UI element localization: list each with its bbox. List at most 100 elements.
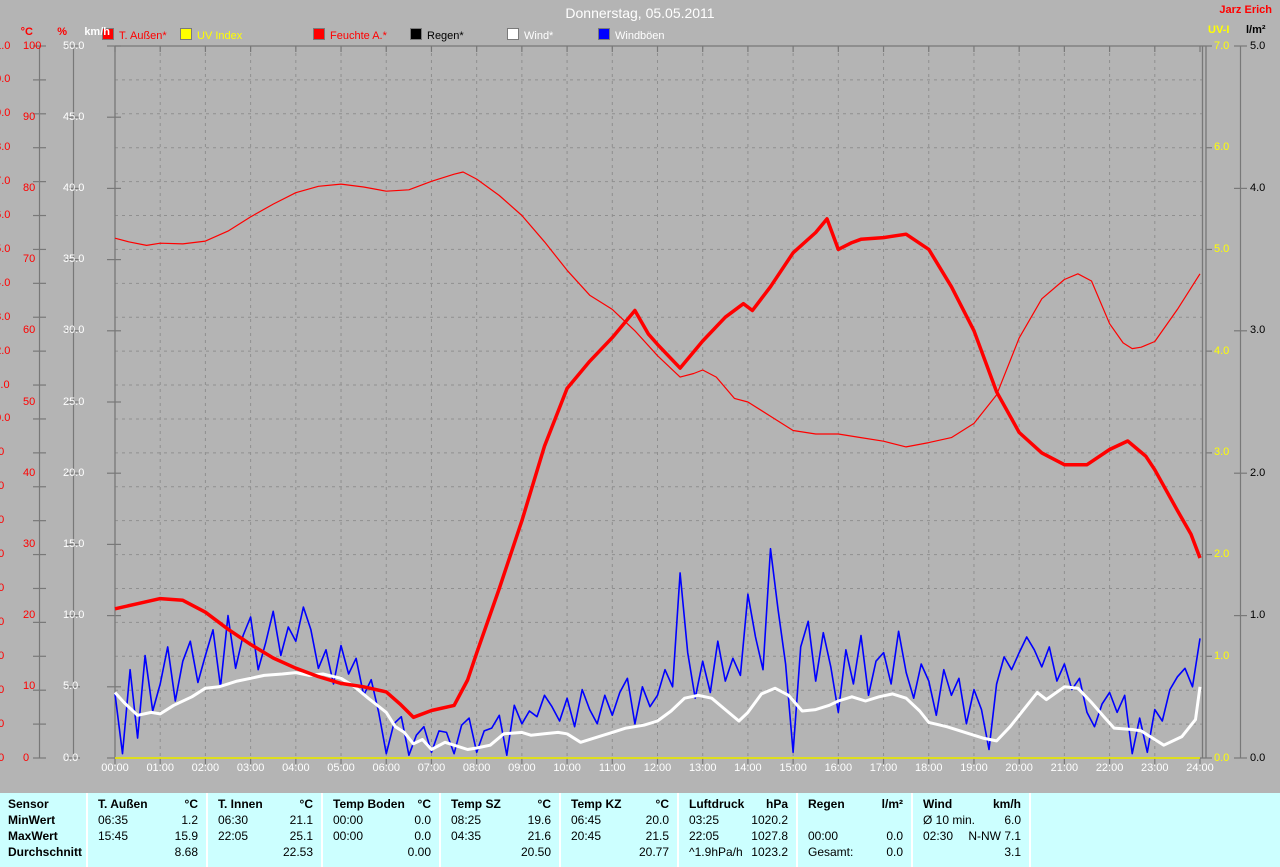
tick-°C: 12.0 [0, 344, 11, 357]
sensor-name: Luftdruck [689, 797, 745, 811]
legend-item: Regen* [410, 28, 464, 42]
summary-group-header: Temp Boden °C [323, 796, 439, 812]
tick-%: 60 [23, 324, 36, 337]
legend-swatch [102, 28, 114, 40]
x-tick-label: 02:00 [191, 762, 220, 774]
cell-time: 06:45 [571, 813, 602, 827]
summary-group-temp-kz: Temp KZ °C 06:45 20.0 20:45 21.5 20.77 [561, 793, 679, 867]
sensor-name: Temp Boden [333, 797, 405, 811]
x-tick-label: 11:00 [598, 762, 626, 774]
table-row: Gesamt: 0.0 [798, 844, 911, 860]
tick-°C: 20.0 [0, 73, 11, 86]
legend-label: Feuchte A.* [330, 30, 387, 42]
sensor-unit: hPa [765, 797, 788, 811]
cell-value: 3.1 [1004, 845, 1021, 859]
tick-UV-I: 6.0 [1214, 141, 1230, 154]
page-title: Donnerstag, 05.05.2011 [565, 5, 715, 21]
tick-km/h: 35.0 [63, 253, 85, 266]
x-tick-label: 14:00 [734, 762, 762, 774]
x-tick-label: 15:00 [779, 762, 807, 774]
table-row: 00:00 0.0 [323, 812, 439, 828]
cell-value: 0.0 [414, 829, 431, 843]
tick-%: 30 [23, 537, 36, 550]
tick-%: 0 [23, 751, 30, 764]
tick-%: 70 [23, 253, 36, 266]
x-tick-label: 23:00 [1141, 762, 1169, 774]
cell-value: 0.0 [886, 845, 903, 859]
table-row: Ø 10 min. 6.0 [913, 812, 1029, 828]
summary-row-labels: Sensor MinWert MaxWert Durchschnitt [0, 793, 88, 867]
table-row: 22:05 1027.8 [679, 828, 796, 844]
tick-°C: 13.0 [0, 310, 11, 323]
legend-swatch [410, 28, 422, 40]
summary-group-header: T. Außen °C [88, 796, 206, 812]
sensor-unit: °C [537, 797, 551, 811]
summary-group-regen: Regen l/m² 00:00 0.0 Gesamt: 0.0 [798, 793, 913, 867]
cell-value: 1020.2 [751, 813, 788, 827]
table-row: 08:25 19.6 [441, 812, 559, 828]
table-row: 22:05 25.1 [208, 828, 321, 844]
cell-time: 00:00 [333, 813, 364, 827]
tick-km/h: 40.0 [63, 181, 85, 194]
table-row: 06:30 21.1 [208, 812, 321, 828]
sensor-name: T. Innen [218, 797, 263, 811]
legend-label: Windböen [615, 30, 665, 42]
legend-swatch [598, 28, 610, 40]
series-windb-en [114, 547, 1201, 757]
cell-value: 22.53 [282, 845, 313, 859]
tick-km/h: 50.0 [63, 39, 85, 52]
x-tick-label: 12:00 [643, 762, 672, 774]
tick-%: 80 [23, 181, 36, 194]
tick-km/h: 0.0 [63, 751, 79, 764]
tick-°C: 11.0 [0, 378, 10, 391]
legend-item: UV Index [180, 28, 242, 42]
legend-label: Wind* [524, 30, 554, 42]
tick-°C: 6.0 [0, 548, 5, 561]
legend-swatch [507, 28, 519, 40]
x-tick-label: 16:00 [824, 762, 853, 774]
table-row: 20.77 [561, 844, 677, 860]
cell-time: 00:00 [808, 829, 839, 843]
table-row: 0.00 [323, 844, 439, 860]
legend-swatch [180, 28, 192, 40]
cell-value: 1023.2 [751, 845, 788, 859]
tick-°C: 2.0 [0, 683, 5, 696]
cell-value: 0.00 [407, 845, 431, 859]
cell-value: 8.68 [174, 845, 198, 859]
cell-value: N-NW 7.1 [968, 829, 1021, 843]
table-row: 06:35 1.2 [88, 812, 206, 828]
x-tick-label: 01:00 [146, 762, 174, 774]
tick-°C: 0.0 [0, 751, 5, 764]
cell-time: 04:35 [451, 829, 482, 843]
tick-km/h: 5.0 [63, 680, 79, 693]
cell-time: 06:30 [218, 813, 249, 827]
tick-°C: 18.0 [0, 141, 11, 154]
cell-value: 25.1 [289, 829, 313, 843]
x-tick-label: 04:00 [282, 762, 310, 774]
tick-km/h: 25.0 [63, 395, 85, 408]
sensor-unit: °C [655, 797, 669, 811]
tick-km/h: 20.0 [63, 466, 85, 479]
cell-value: 20.50 [520, 845, 551, 859]
tick-°C: 21.0 [0, 39, 11, 52]
watermark-owner: Jarz Erich [1219, 4, 1272, 16]
cell-value: 21.6 [527, 829, 551, 843]
cell-value: 20.77 [638, 845, 669, 859]
tick-%: 50 [23, 395, 36, 408]
tick-UV-I: 7.0 [1214, 39, 1230, 52]
cell-value: 15.9 [174, 829, 198, 843]
x-tick-label: 09:00 [508, 762, 536, 774]
tick-°C: 3.0 [0, 649, 5, 662]
tick-UV-I: 2.0 [1214, 548, 1230, 561]
tick-l/m²: 0.0 [1250, 751, 1266, 764]
cell-time: 08:25 [451, 813, 482, 827]
tick-°C: 19.0 [0, 107, 11, 120]
x-tick-label: 17:00 [869, 762, 898, 774]
x-tick-label: 06:00 [372, 762, 401, 774]
summary-group-header: T. Innen °C [208, 796, 321, 812]
cell-value: 21.1 [289, 813, 313, 827]
tick-°C: 7.0 [0, 514, 5, 527]
axis-unit-km/h: km/h [84, 26, 110, 38]
summary-row-label: MaxWert [8, 829, 58, 843]
